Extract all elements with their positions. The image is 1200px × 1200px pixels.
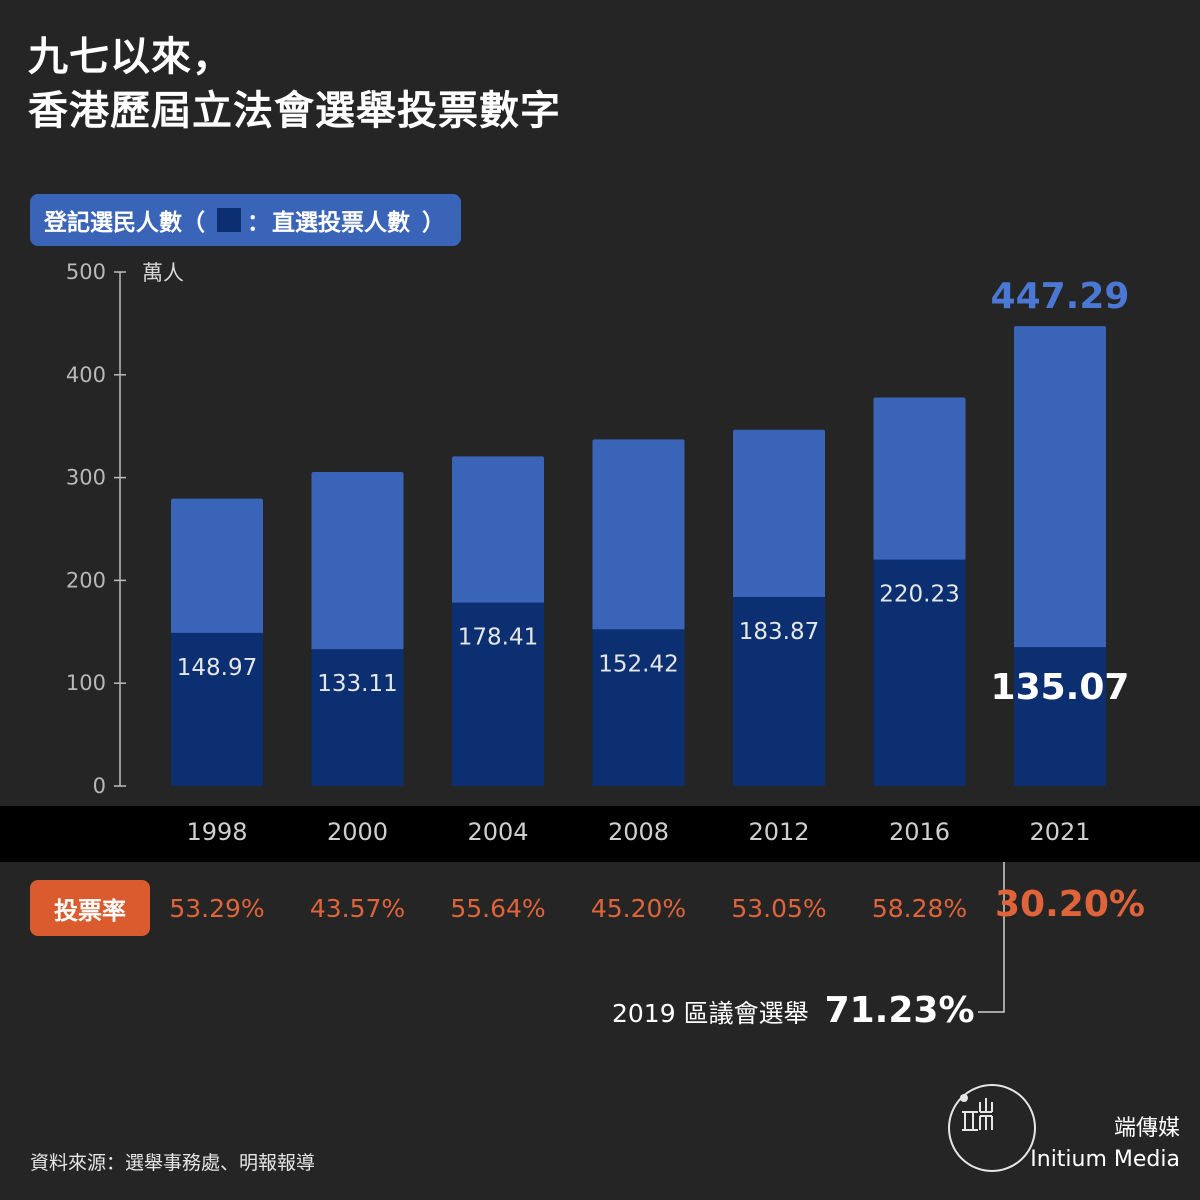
voted-bar — [311, 649, 404, 786]
voted-value-label: 183.87 — [739, 619, 819, 645]
turnout-value: 30.20% — [995, 884, 1145, 925]
y-tick-label: 300 — [66, 466, 106, 490]
brand-en: Initium Media — [1030, 1147, 1180, 1172]
voted-bar — [592, 629, 685, 786]
legend-registered-label: 登記選民人數 — [44, 210, 182, 236]
title-line-1: 九七以來， — [28, 34, 233, 80]
turnout-value: 58.28% — [871, 894, 968, 923]
turnout-value: 45.20% — [590, 894, 687, 923]
brand: 端傳媒 Initium Media — [1030, 1114, 1180, 1176]
voted-bar — [1014, 647, 1106, 786]
legend-voted-label: 直選投票人數 — [272, 210, 410, 236]
legend-paren-close: ） — [422, 210, 445, 236]
year-label: 2021 — [1029, 818, 1091, 846]
voted-value-label: 148.97 — [177, 655, 257, 681]
voted-value-label: 220.23 — [879, 582, 959, 608]
year-label: 2008 — [607, 818, 670, 846]
district-council-value: 71.23% — [824, 990, 975, 1031]
y-tick-label: 0 — [93, 774, 106, 798]
voted-bar — [171, 632, 263, 786]
connector-line — [978, 852, 1005, 1013]
legend-voted-swatch — [217, 208, 241, 232]
voted-bar — [733, 596, 825, 786]
year-label: 1998 — [186, 818, 248, 846]
turnout-label: 投票率 — [30, 880, 150, 936]
turnout-value: 53.29% — [169, 894, 265, 923]
y-tick-label: 200 — [66, 568, 106, 592]
brand-zh: 端傳媒 — [1113, 1116, 1180, 1141]
initium-logo — [948, 1084, 1036, 1172]
year-label: 2012 — [748, 818, 810, 846]
voted-bar — [452, 602, 544, 786]
year-label: 2004 — [467, 818, 529, 846]
turnout-value: 55.64% — [450, 894, 546, 923]
registered-total-label: 447.29 — [991, 276, 1130, 317]
legend-paren-open: （ — [182, 210, 205, 236]
voted-bar — [873, 559, 966, 786]
y-tick-label: 100 — [66, 671, 106, 695]
voted-value-label: 178.41 — [458, 625, 538, 651]
title-line-2: 香港歷屆立法會選舉投票數字 — [28, 88, 561, 134]
voted-value-label: 133.11 — [317, 671, 397, 697]
y-axis-unit: 萬人 — [142, 261, 184, 285]
legend-separator: ： — [247, 210, 270, 236]
turnout-value: 43.57% — [309, 894, 406, 923]
year-label: 2000 — [326, 818, 389, 846]
legend: 登記選民人數 （ ： 直選投票人數 ） — [30, 194, 461, 246]
logo-mark-icon — [960, 1094, 993, 1131]
turnout-value: 53.05% — [731, 894, 827, 923]
voted-value-label: 135.07 — [991, 667, 1130, 708]
source-note: 資料來源：選舉事務處、明報報導 — [30, 1152, 316, 1174]
voted-value-label: 152.42 — [598, 651, 678, 677]
year-axis-band — [0, 806, 1200, 862]
district-council-label: 2019 區議會選舉 — [612, 999, 809, 1028]
district-council-note: 2019 區議會選舉 71.23% — [612, 990, 975, 1031]
y-tick-label: 400 — [66, 363, 106, 387]
chart-title: 九七以來， 香港歷屆立法會選舉投票數字 — [28, 30, 561, 138]
y-tick-label: 500 — [66, 260, 106, 284]
year-label: 2016 — [888, 818, 951, 846]
